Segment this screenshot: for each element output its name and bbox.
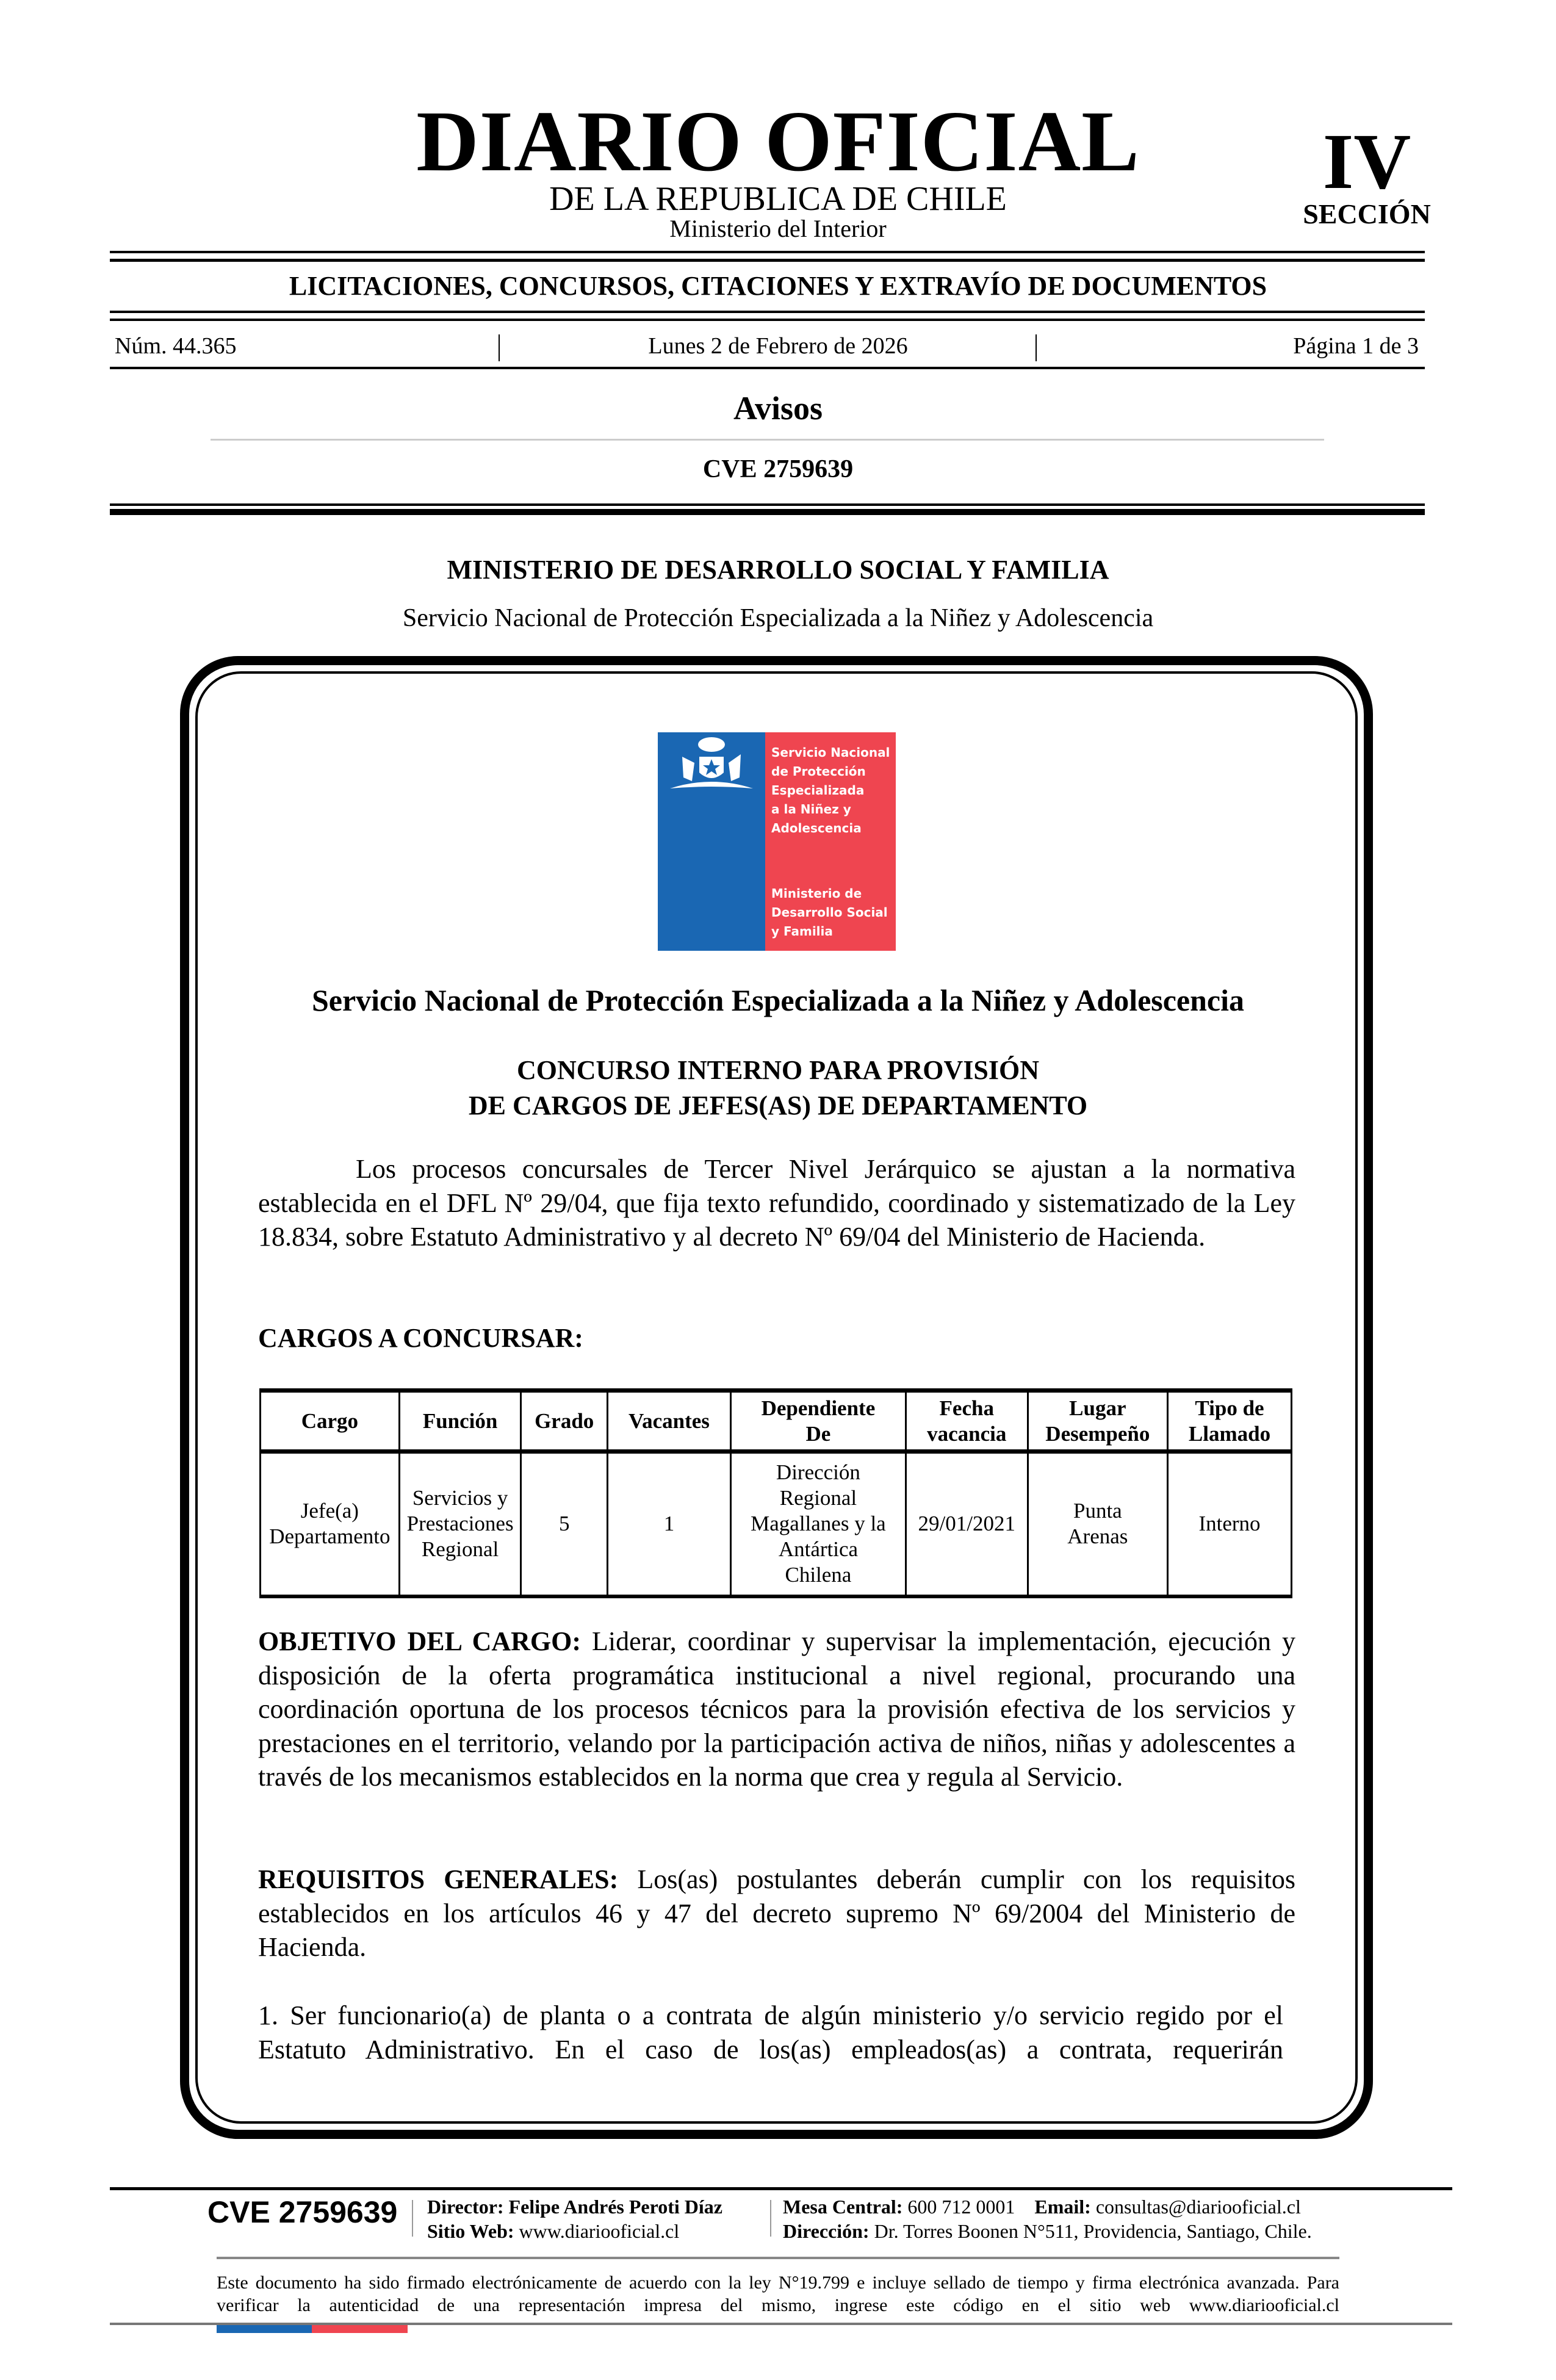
logo-text: Ministerio de xyxy=(771,886,862,901)
divider xyxy=(110,259,1425,262)
issuer-ministry: MINISTERIO DE DESARROLLO SOCIAL Y FAMILI… xyxy=(447,555,1109,585)
phone-label: Mesa Central: xyxy=(783,2196,903,2218)
issue-date: Lunes 2 de Febrero de 2026 xyxy=(648,333,908,359)
divider xyxy=(110,311,1425,313)
column-header: Lugar Desempeño xyxy=(1026,1388,1169,1454)
column-header: Cargo xyxy=(259,1388,400,1454)
director-name: Felipe Andrés Peroti Díaz xyxy=(508,2196,722,2218)
logo-text: Especializada xyxy=(771,783,865,798)
column-header: Grado xyxy=(520,1388,608,1454)
column-header: Vacantes xyxy=(606,1388,732,1454)
email-label: Email: xyxy=(1034,2196,1091,2218)
divider xyxy=(110,251,1425,253)
table-cell: Interno xyxy=(1167,1451,1292,1598)
table-cell: 5 xyxy=(520,1451,608,1598)
objetivo-paragraph: OBJETIVO DEL CARGO: Liderar, coordinar y… xyxy=(258,1625,1295,1794)
objetivo-label: OBJETIVO DEL CARGO: xyxy=(258,1626,581,1656)
notice-title: CONCURSO INTERNO PARA PROVISIÓN DE CARGO… xyxy=(0,1053,1556,1123)
intro-paragraph: Los procesos concursales de Tercer Nivel… xyxy=(258,1154,1295,1252)
address-label: Dirección: xyxy=(783,2220,870,2242)
notice-frame-inner xyxy=(195,671,1358,2124)
divider xyxy=(110,2187,1452,2190)
masthead-ministry: Ministerio del Interior xyxy=(669,215,887,242)
column-header: Función xyxy=(398,1388,522,1454)
requirement-item-1: 1. Ser funcionario(a) de planta o a cont… xyxy=(258,2000,1283,2064)
footer-contact-block: Mesa Central: 600 712 0001 Email: consul… xyxy=(783,2194,1312,2243)
logo-text: y Familia xyxy=(771,924,833,939)
email-link[interactable]: consultas@diariooficial.cl xyxy=(1095,2196,1301,2218)
table-row: Jefe(a) Departamento Servicios y Prestac… xyxy=(259,1451,1292,1598)
divider xyxy=(110,2323,1452,2325)
notice-heading: Servicio Nacional de Protección Especial… xyxy=(311,983,1245,1017)
cve-code: CVE 2759639 xyxy=(702,455,854,483)
notice-title-line: CONCURSO INTERNO PARA PROVISIÓN xyxy=(516,1055,1040,1085)
masthead-subtitle: DE LA REPUBLICA DE CHILE xyxy=(549,180,1007,218)
logo-text: Desarrollo Social xyxy=(771,905,888,920)
category-title: Avisos xyxy=(733,390,823,427)
flag-stripe-blue xyxy=(217,2325,312,2333)
column-header: Fecha vacancia xyxy=(904,1388,1029,1454)
service-logo: Servicio Nacional de Protección Especial… xyxy=(658,732,896,951)
table-cell: Dirección Regional Magallanes y la Antár… xyxy=(730,1451,907,1598)
masthead-title: DIARIO OFICIAL xyxy=(416,93,1140,189)
divider xyxy=(412,2200,413,2237)
phone: 600 712 0001 xyxy=(907,2196,1015,2218)
issuer-service: Servicio Nacional de Protección Especial… xyxy=(402,604,1154,632)
requisitos-label: REQUISITOS GENERALES: xyxy=(258,1864,619,1894)
footer-disclaimer: Este documento ha sido firmado electróni… xyxy=(217,2273,1339,2315)
divider xyxy=(770,2200,771,2237)
table-header-row: Cargo Función Grado Vacantes Dependiente… xyxy=(259,1388,1292,1454)
footer-cve: CVE 2759639 xyxy=(207,2195,398,2229)
logo-text: Adolescencia xyxy=(771,821,862,835)
web-link[interactable]: www.diariooficial.cl xyxy=(519,2220,680,2242)
divider xyxy=(110,367,1425,369)
requisitos-paragraph: REQUISITOS GENERALES: Los(as) postulante… xyxy=(258,1863,1295,1964)
table-cell: 1 xyxy=(606,1451,732,1598)
cargos-heading: CARGOS A CONCURSAR: xyxy=(258,1323,583,1353)
divider xyxy=(211,439,1324,441)
table-cell: Servicios y Prestaciones Regional xyxy=(398,1451,522,1598)
table-cell: Punta Arenas xyxy=(1026,1451,1169,1598)
notice-frame xyxy=(180,656,1373,2139)
logo-text: de Protección xyxy=(771,764,866,779)
divider xyxy=(110,503,1425,506)
objetivo-text: Liderar, coordinar y supervisar la imple… xyxy=(258,1626,1295,1792)
section-number: IV xyxy=(1322,118,1411,206)
divider xyxy=(499,334,500,361)
issue-number: Núm. 44.365 xyxy=(115,333,237,359)
address: Dr. Torres Boonen N°511, Providencia, Sa… xyxy=(874,2220,1312,2242)
coat-of-arms-icon xyxy=(658,732,765,951)
logo-text: a la Niñez y xyxy=(771,802,851,817)
table-cell: Jefe(a) Departamento xyxy=(259,1451,400,1598)
divider xyxy=(110,319,1425,321)
section-label: SECCIÓN xyxy=(1303,198,1431,229)
page-indicator: Página 1 de 3 xyxy=(1293,333,1419,359)
requisitos-text: Los(as) postulantes deberán cumplir con … xyxy=(258,1864,1296,1962)
table-cell: 29/01/2021 xyxy=(904,1451,1029,1598)
divider xyxy=(1036,334,1037,361)
column-header: Dependiente De xyxy=(730,1388,907,1454)
section-title: LICITACIONES, CONCURSOS, CITACIONES Y EX… xyxy=(289,271,1267,301)
column-header: Tipo de Llamado xyxy=(1167,1388,1292,1454)
web-label: Sitio Web: xyxy=(427,2220,514,2242)
logo-text: Servicio Nacional xyxy=(771,745,890,760)
divider xyxy=(110,509,1425,515)
positions-table: Cargo Función Grado Vacantes Dependiente… xyxy=(259,1388,1292,1598)
flag-stripe-red xyxy=(312,2325,408,2333)
divider xyxy=(217,2257,1339,2259)
footer-director-block: Director: Felipe Andrés Peroti Díaz Siti… xyxy=(427,2194,722,2243)
director-label: Director: xyxy=(427,2196,504,2218)
notice-title-line: DE CARGOS DE JEFES(AS) DE DEPARTAMENTO xyxy=(468,1091,1088,1120)
